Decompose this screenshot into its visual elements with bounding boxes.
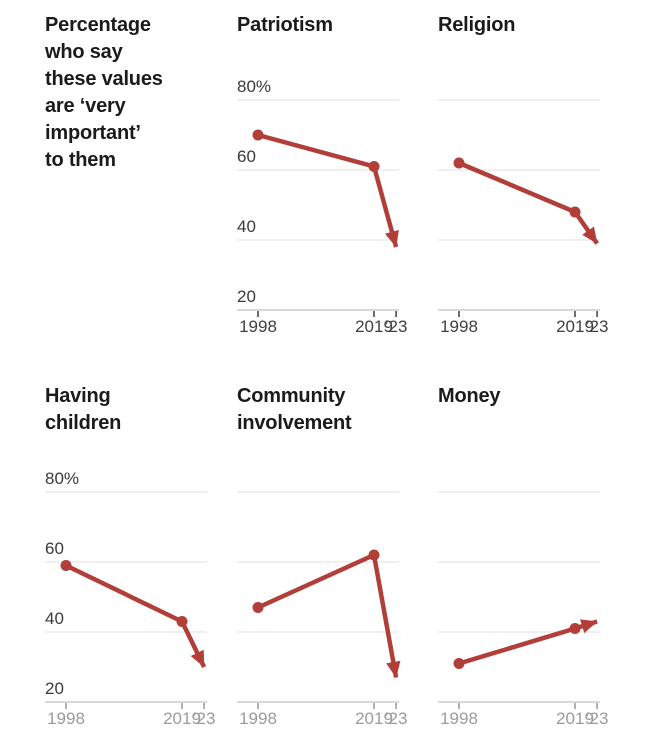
x-tick-label: 1998 [239,709,277,728]
data-point [368,161,380,172]
money-line-chart: 1998 2019’23 [438,491,609,728]
data-point [368,549,380,561]
figure-description: Percentage who say these values are ‘ver… [45,14,163,171]
data-point [252,602,264,613]
y-tick-label: 40 [45,609,64,628]
chart-title: Community involvement [237,385,352,434]
y-tick-label: 80% [45,469,79,488]
x-tick-label: 2019 [556,709,594,728]
data-line [257,551,401,678]
x-tick-label: 1998 [440,317,478,336]
chart-title: Religion [438,14,516,36]
chart-patriotism: Patriotism 80% 60 40 20 1998 2019’23 [237,12,419,336]
x-tick-label: 1998 [239,317,277,336]
patriotism-line-chart: 80% 60 40 20 1998 2019’23 [237,77,408,336]
data-point [453,157,465,169]
x-tick-label: 2019 [355,317,393,336]
data-point [252,129,264,141]
x-tick-label: 2019 [355,709,393,728]
x-tick-label: 1998 [440,709,478,728]
religion-line-chart: 1998 2019’23 [438,99,609,336]
chart-title: Patriotism [237,14,333,36]
chart-plot: 80% 60 40 20 1998 2019’23 [237,77,419,336]
y-tick-label: 60 [237,147,256,166]
chart-plot: 1998 2019’23 [438,470,620,728]
data-line [458,160,599,245]
having-children-line-chart: 80% 60 40 20 1998 2019’23 [45,469,216,728]
chart-title: Having children [45,385,122,434]
x-tick-label: 2019 [163,709,201,728]
community-involvement-line-chart: 1998 2019’23 [237,491,408,728]
data-point [176,616,188,627]
data-line [257,132,399,248]
y-tick-label: 20 [45,679,64,698]
x-tick-label: 1998 [47,709,85,728]
x-tick-label: ’23 [385,317,408,336]
y-tick-label: 20 [237,287,256,306]
data-point [453,658,465,669]
x-tick-label: ’23 [385,709,408,728]
data-point [569,623,581,634]
x-tick-label: ’23 [193,709,216,728]
y-tick-label: 80% [237,77,271,96]
y-tick-label: 40 [237,217,256,236]
y-tick-label: 60 [45,539,64,558]
data-point [569,206,581,218]
chart-community-involvement: Community involvement 1998 2019’23 [237,383,419,728]
chart-money: Money 1998 2019’23 [438,383,620,728]
chart-plot: 1998 2019’23 [438,78,620,336]
chart-plot: 1998 2019’23 [237,470,419,728]
chart-having-children: Having children 80% 60 40 20 1998 2019’23 [45,383,227,728]
chart-title: Money [438,385,501,407]
x-tick-label: 2019 [556,317,594,336]
chart-plot: 80% 60 40 20 1998 2019’23 [45,469,227,728]
data-point [60,560,72,571]
x-tick-label: ’23 [586,317,609,336]
chart-religion: Religion 1998 2019’23 [438,12,620,336]
x-tick-label: ’23 [586,709,609,728]
